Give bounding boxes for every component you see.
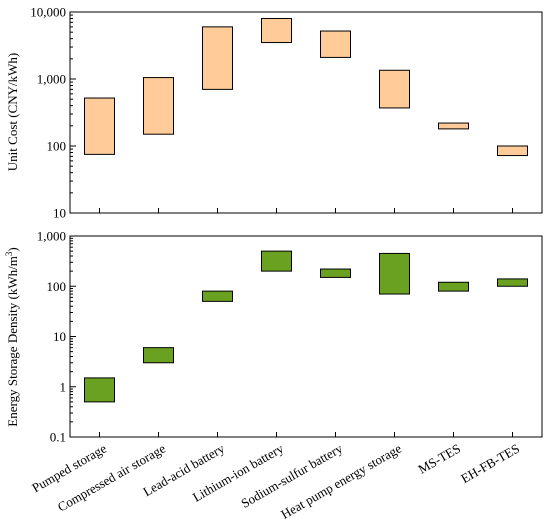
energy-density-y-ticks: 0.1 1 10 100 1,000 [37,229,76,445]
energy-density-range-box [379,252,410,295]
energy-density-range-box [261,250,292,272]
energy-density-y-tick-label: 100 [47,279,67,294]
unit-cost-range-box [497,145,528,157]
energy-density-range-box [320,268,351,278]
unit-cost-panel: 10 100 1,000 10,000 Unit Cost (CNY/kWh) [5,5,543,221]
unit-cost-y-axis-label: Unit Cost (CNY/kWh) [5,53,20,171]
unit-cost-range-box [202,26,233,90]
unit-cost-range-box [143,77,174,135]
unit-cost-y-tick-label: 10,000 [30,5,66,20]
unit-cost-y-tick-label: 10 [53,206,66,221]
unit-cost-y-tick-label: 100 [47,139,67,154]
energy-density-plot-frame [69,235,543,438]
category-label: EH-FB-TES [458,441,522,486]
category-label: MS-TES [415,441,463,477]
unit-cost-range-box [438,122,469,130]
unit-cost-y-tick-label: 1,000 [37,72,66,87]
energy-density-y-tick-label: 1,000 [37,229,66,244]
energy-density-range-box [143,347,174,364]
energy-density-y-axis-label-superscript: 3 [4,251,14,256]
energy-density-y-tick-label: 10 [53,329,66,344]
energy-density-range-box [84,377,115,403]
unit-cost-range-box [379,69,410,109]
unit-cost-range-box [320,30,351,58]
energy-density-range-box [438,281,469,292]
unit-cost-boxes [84,17,528,213]
energy-density-y-tick-label: 1 [60,379,67,394]
energy-density-panel: 0.1 1 10 100 1,000 Energy Storage Density (k… [4,229,543,522]
energy-density-y-tick-label: 0.1 [50,430,66,445]
unit-cost-range-box [84,97,115,155]
category-label: Compressed air storage [55,440,168,514]
energy-density-range-box [202,290,233,302]
energy-density-range-box [497,278,528,287]
energy-density-boxes [84,250,528,437]
energy-density-y-axis-label-main: Energy Storage Density (kWh/m [5,256,20,427]
unit-cost-range-box [261,17,292,44]
unit-cost-plot-frame [69,11,543,214]
energy-density-y-axis-label: Energy Storage Density (kWh/m3) [4,247,20,426]
unit-cost-y-ticks: 10 100 1,000 10,000 [30,5,76,221]
energy-density-y-axis-label-end: ) [5,247,20,251]
